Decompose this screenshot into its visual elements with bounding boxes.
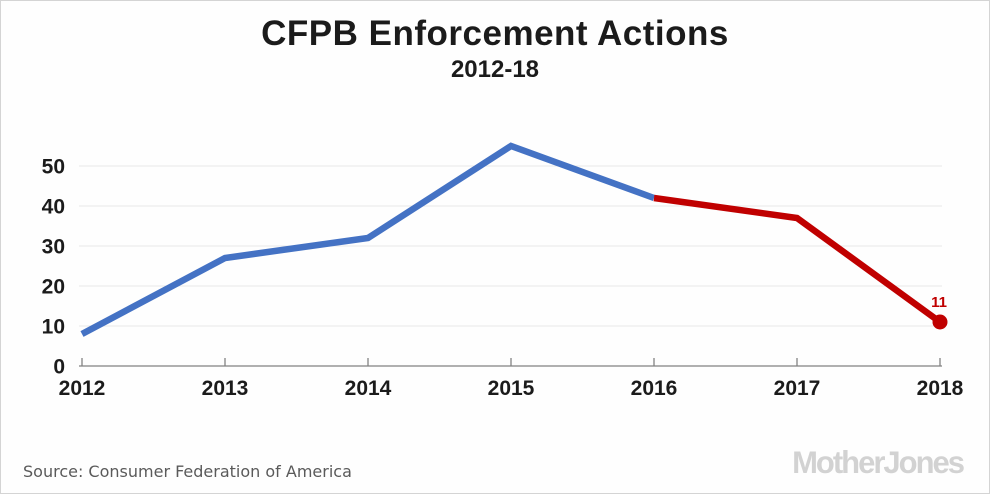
series-line-enforcement-actions-2016-2018	[653, 194, 942, 325]
data-point-label: 11	[931, 294, 947, 311]
x-tick-label: 2015	[488, 377, 535, 400]
y-tick-label: 0	[53, 356, 65, 379]
x-tick-label: 2013	[202, 377, 249, 400]
y-tick-label: 30	[42, 236, 65, 259]
y-tick-label: 20	[42, 276, 65, 299]
y-tick-label: 10	[42, 316, 65, 339]
x-tick-label: 2017	[774, 377, 821, 400]
x-tick-label: 2016	[631, 377, 678, 400]
y-tick-label: 40	[42, 196, 65, 219]
chart-subtitle: 2012-18	[450, 56, 540, 83]
chart-title: CFPB Enforcement Actions	[261, 14, 729, 53]
x-tick-label: 2018	[917, 377, 964, 400]
motherjones-logo: MotherJones	[792, 444, 965, 481]
data-point-marker	[932, 314, 948, 330]
series-line-enforcement-actions-2012-2016	[80, 142, 656, 337]
x-tick-label: 2014	[345, 377, 392, 400]
x-tick-label: 2012	[59, 377, 106, 400]
y-tick-label: 50	[42, 156, 65, 179]
source-attribution: Source: Consumer Federation of America	[23, 462, 352, 481]
